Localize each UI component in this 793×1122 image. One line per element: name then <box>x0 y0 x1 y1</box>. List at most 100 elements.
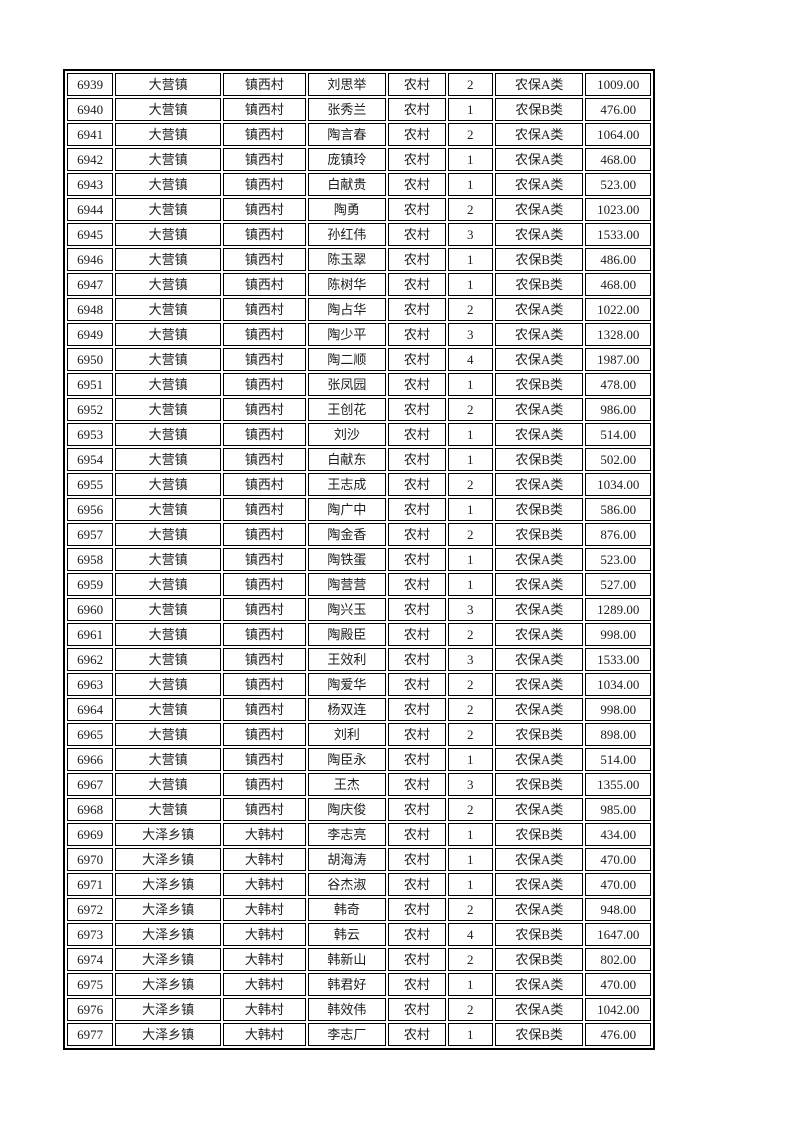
cell-person-count: 2 <box>447 798 493 821</box>
cell-amount: 1987.00 <box>585 348 651 371</box>
cell-village-name: 镇西村 <box>223 523 306 546</box>
cell-person-count: 1 <box>447 548 493 571</box>
table-row: 6944 大营镇 镇西村 陶勇 农村 2 农保A类 1023.00 <box>67 198 651 221</box>
cell-person-name: 王杰 <box>307 773 387 796</box>
cell-amount: 434.00 <box>585 823 651 846</box>
cell-residence-type: 农村 <box>388 948 446 971</box>
cell-person-name: 张凤园 <box>307 373 387 396</box>
table-row: 6962 大营镇 镇西村 王效利 农村 3 农保A类 1533.00 <box>67 648 651 671</box>
table-row: 6946 大营镇 镇西村 陈玉翠 农村 1 农保B类 486.00 <box>67 248 651 271</box>
cell-town-name: 大营镇 <box>115 173 222 196</box>
table-row: 6955 大营镇 镇西村 王志成 农村 2 农保A类 1034.00 <box>67 473 651 496</box>
cell-person-name: 韩君好 <box>307 973 387 996</box>
cell-person-name: 陈树华 <box>307 273 387 296</box>
cell-amount: 470.00 <box>585 973 651 996</box>
table-row: 6959 大营镇 镇西村 陶营营 农村 1 农保A类 527.00 <box>67 573 651 596</box>
cell-person-name: 韩云 <box>307 923 387 946</box>
cell-person-count: 2 <box>447 948 493 971</box>
cell-insurance-class: 农保A类 <box>494 898 584 921</box>
cell-insurance-class: 农保A类 <box>494 973 584 996</box>
cell-amount: 998.00 <box>585 698 651 721</box>
cell-person-count: 3 <box>447 323 493 346</box>
cell-insurance-class: 农保A类 <box>494 348 584 371</box>
cell-residence-type: 农村 <box>388 623 446 646</box>
table-row: 6977 大泽乡镇 大韩村 李志厂 农村 1 农保B类 476.00 <box>67 1023 651 1046</box>
cell-village-name: 镇西村 <box>223 498 306 521</box>
cell-serial-number: 6963 <box>67 673 114 696</box>
cell-insurance-class: 农保A类 <box>494 298 584 321</box>
table-row: 6943 大营镇 镇西村 白献贵 农村 1 农保A类 523.00 <box>67 173 651 196</box>
cell-insurance-class: 农保A类 <box>494 598 584 621</box>
table-row: 6974 大泽乡镇 大韩村 韩新山 农村 2 农保B类 802.00 <box>67 948 651 971</box>
cell-residence-type: 农村 <box>388 373 446 396</box>
cell-person-name: 李志厂 <box>307 1023 387 1046</box>
cell-person-count: 1 <box>447 373 493 396</box>
cell-town-name: 大营镇 <box>115 523 222 546</box>
cell-residence-type: 农村 <box>388 423 446 446</box>
cell-village-name: 镇西村 <box>223 73 306 96</box>
cell-town-name: 大泽乡镇 <box>115 1023 222 1046</box>
cell-residence-type: 农村 <box>388 248 446 271</box>
cell-residence-type: 农村 <box>388 798 446 821</box>
table-row: 6965 大营镇 镇西村 刘利 农村 2 农保B类 898.00 <box>67 723 651 746</box>
cell-insurance-class: 农保A类 <box>494 148 584 171</box>
cell-serial-number: 6947 <box>67 273 114 296</box>
cell-insurance-class: 农保B类 <box>494 773 584 796</box>
cell-town-name: 大营镇 <box>115 698 222 721</box>
cell-residence-type: 农村 <box>388 973 446 996</box>
cell-person-name: 刘利 <box>307 723 387 746</box>
cell-insurance-class: 农保A类 <box>494 398 584 421</box>
cell-person-count: 1 <box>447 823 493 846</box>
cell-serial-number: 6964 <box>67 698 114 721</box>
cell-serial-number: 6973 <box>67 923 114 946</box>
cell-village-name: 镇西村 <box>223 173 306 196</box>
cell-village-name: 大韩村 <box>223 873 306 896</box>
cell-amount: 985.00 <box>585 798 651 821</box>
cell-amount: 523.00 <box>585 173 651 196</box>
cell-serial-number: 6959 <box>67 573 114 596</box>
cell-residence-type: 农村 <box>388 598 446 621</box>
cell-village-name: 大韩村 <box>223 973 306 996</box>
cell-amount: 986.00 <box>585 398 651 421</box>
cell-insurance-class: 农保A类 <box>494 323 584 346</box>
table-row: 6966 大营镇 镇西村 陶臣永 农村 1 农保A类 514.00 <box>67 748 651 771</box>
table-row: 6956 大营镇 镇西村 陶广中 农村 1 农保B类 586.00 <box>67 498 651 521</box>
table-row: 6967 大营镇 镇西村 王杰 农村 3 农保B类 1355.00 <box>67 773 651 796</box>
cell-person-count: 3 <box>447 598 493 621</box>
cell-town-name: 大营镇 <box>115 623 222 646</box>
cell-amount: 1034.00 <box>585 473 651 496</box>
table-row: 6958 大营镇 镇西村 陶铁蛋 农村 1 农保A类 523.00 <box>67 548 651 571</box>
cell-village-name: 镇西村 <box>223 748 306 771</box>
cell-village-name: 镇西村 <box>223 248 306 271</box>
table-row: 6953 大营镇 镇西村 刘沙 农村 1 农保A类 514.00 <box>67 423 651 446</box>
cell-person-name: 韩效伟 <box>307 998 387 1021</box>
cell-amount: 470.00 <box>585 848 651 871</box>
cell-village-name: 镇西村 <box>223 198 306 221</box>
table-row: 6940 大营镇 镇西村 张秀兰 农村 1 农保B类 476.00 <box>67 98 651 121</box>
cell-town-name: 大营镇 <box>115 223 222 246</box>
cell-serial-number: 6965 <box>67 723 114 746</box>
cell-amount: 802.00 <box>585 948 651 971</box>
cell-residence-type: 农村 <box>388 448 446 471</box>
cell-person-name: 李志亮 <box>307 823 387 846</box>
cell-village-name: 大韩村 <box>223 923 306 946</box>
cell-insurance-class: 农保B类 <box>494 1023 584 1046</box>
cell-village-name: 镇西村 <box>223 723 306 746</box>
cell-serial-number: 6946 <box>67 248 114 271</box>
cell-town-name: 大营镇 <box>115 473 222 496</box>
table-row: 6945 大营镇 镇西村 孙红伟 农村 3 农保A类 1533.00 <box>67 223 651 246</box>
cell-amount: 1355.00 <box>585 773 651 796</box>
cell-town-name: 大营镇 <box>115 748 222 771</box>
cell-town-name: 大营镇 <box>115 648 222 671</box>
cell-village-name: 镇西村 <box>223 123 306 146</box>
cell-residence-type: 农村 <box>388 398 446 421</box>
cell-village-name: 大韩村 <box>223 998 306 1021</box>
cell-residence-type: 农村 <box>388 98 446 121</box>
cell-insurance-class: 农保A类 <box>494 123 584 146</box>
cell-insurance-class: 农保B类 <box>494 723 584 746</box>
cell-serial-number: 6971 <box>67 873 114 896</box>
cell-residence-type: 农村 <box>388 73 446 96</box>
cell-town-name: 大营镇 <box>115 348 222 371</box>
cell-person-count: 2 <box>447 723 493 746</box>
cell-person-name: 陶爱华 <box>307 673 387 696</box>
